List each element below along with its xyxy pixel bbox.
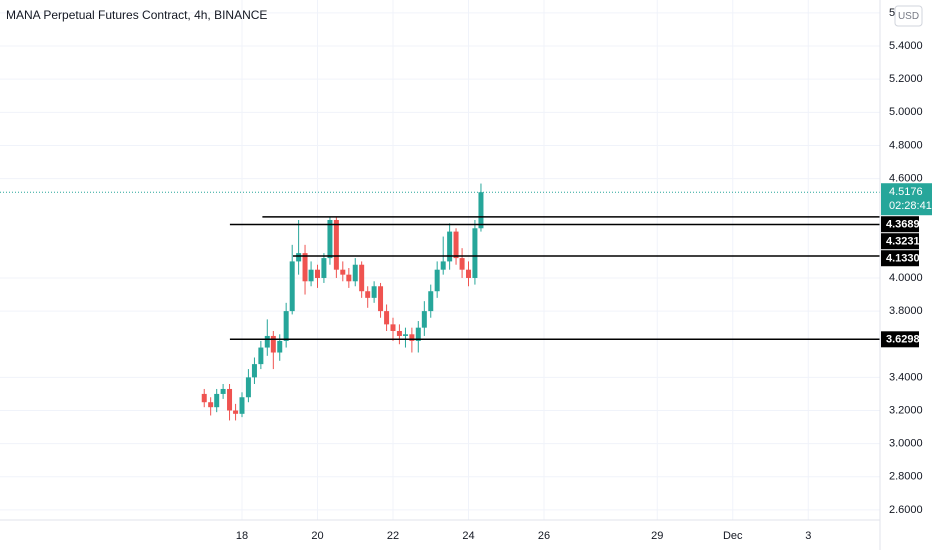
candle-body: [415, 327, 421, 341]
candle-body: [359, 264, 365, 292]
candle-body: [333, 219, 339, 270]
candle-body: [214, 393, 220, 408]
level-label: 4.3231: [886, 236, 920, 248]
candle-body: [390, 324, 396, 331]
candle-body: [289, 261, 295, 312]
y-tick-label: 2.8000: [889, 471, 923, 483]
level-label: 4.1330: [886, 253, 920, 265]
x-tick-label: 26: [538, 530, 550, 542]
y-tick-label: 3.2000: [889, 404, 923, 416]
level-label: 3.6298: [886, 334, 920, 346]
level-badge: [881, 233, 919, 250]
y-tick-label: 4.8000: [889, 139, 923, 151]
x-tick-label: 18: [236, 530, 248, 542]
candle-body: [371, 286, 377, 298]
last-price-badge: [881, 183, 932, 216]
y-tick-label: 5.0000: [889, 106, 923, 118]
candles: [0, 183, 880, 421]
candle-body: [283, 311, 289, 341]
x-tick-label: 24: [462, 530, 474, 542]
countdown: 02:28:41: [889, 200, 932, 212]
candle-body: [239, 397, 245, 414]
currency-badge[interactable]: [894, 5, 923, 27]
y-tick-label: 5.: [889, 7, 898, 19]
candle-body: [208, 402, 214, 408]
candle-body: [440, 261, 446, 270]
candle-body: [365, 291, 371, 298]
candle-body: [264, 335, 270, 348]
candle-body: [270, 335, 276, 353]
x-tick-label: 29: [651, 530, 663, 542]
candle-body: [233, 410, 239, 414]
x-tick-label: 3: [805, 530, 811, 542]
grid: [0, 0, 880, 520]
level-badge: [881, 331, 919, 348]
candle-body: [421, 311, 427, 328]
candle-body: [396, 330, 402, 336]
candle-body: [296, 253, 302, 262]
y-tick-label: 5.4000: [889, 40, 923, 52]
candle-body: [340, 269, 346, 275]
labels: 2.6000 2.8000 3.0000 3.2000 3.4000 3.8000 4.00…: [236, 7, 932, 542]
candle-body: [453, 231, 459, 259]
candle-body: [227, 388, 233, 411]
y-tick-label: 4.0000: [889, 272, 923, 284]
candle-body: [447, 231, 453, 262]
y-tick-label: 3.8000: [889, 305, 923, 317]
candle-body: [478, 192, 484, 229]
candle-body: [308, 269, 314, 282]
x-tick-label: 20: [311, 530, 323, 542]
y-tick-label: 4.6000: [889, 172, 923, 184]
candle-body: [402, 334, 408, 336]
candle-body: [378, 286, 384, 312]
x-tick-label: Dec: [723, 530, 743, 542]
y-tick-label: 5.2000: [889, 73, 923, 85]
candle-body: [346, 274, 352, 282]
candle-body: [472, 228, 478, 278]
last-price-label: 4.5176: [889, 186, 923, 198]
candle-body: [258, 347, 264, 365]
candle-body: [302, 253, 308, 282]
candle-body: [314, 269, 320, 278]
candle-body: [245, 377, 251, 398]
candle-body: [409, 334, 415, 341]
y-tick-label: 3.4000: [889, 371, 923, 383]
candle-body: [327, 219, 333, 259]
candle-body: [352, 264, 358, 282]
candle-body: [201, 393, 207, 403]
level-label: 4.3689: [886, 219, 920, 231]
candle-body: [434, 269, 440, 292]
level-badge: [881, 216, 919, 233]
candle-body: [277, 340, 283, 353]
chart-title: MANA Perpetual Futures Contract, 4h, BIN…: [6, 8, 267, 22]
x-tick-label: 22: [387, 530, 399, 542]
candle-body: [384, 311, 390, 325]
candle-body: [459, 258, 465, 270]
level-badge: [881, 250, 919, 267]
y-tick-label: 3.0000: [889, 438, 923, 450]
candle-body: [466, 269, 472, 278]
candle-body: [220, 388, 226, 394]
candle-body: [428, 291, 434, 312]
candle-body: [321, 258, 327, 278]
candle-body: [251, 364, 257, 378]
currency: USD: [898, 11, 919, 22]
y-tick-label: 2.6000: [889, 504, 923, 516]
